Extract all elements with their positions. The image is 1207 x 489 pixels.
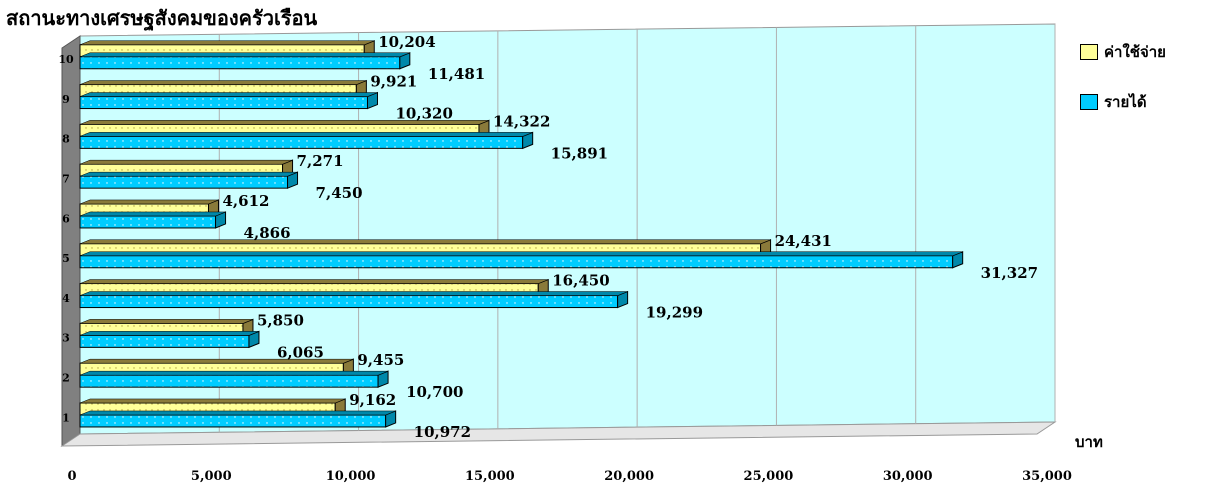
bar-income [79,96,368,110]
x-tick-label: 15,000 [465,469,515,484]
data-label-expense: 4,612 [222,192,269,210]
legend-swatch-income [1080,94,1098,110]
bar-income [79,334,250,348]
legend-item-expense: ค่าใช้จ่าย [1080,40,1166,64]
chart-title: สถานะทางเศรษฐสังคมของครัวเรือน [6,6,318,30]
bar-income [79,56,401,70]
data-label-income: 10,700 [406,383,463,401]
bar-income [79,175,289,189]
category-label: 10 [58,53,74,66]
bar-income-top [79,251,963,257]
bar-expense-top [79,319,254,324]
bar-income [79,215,217,229]
data-label-expense: 9,921 [370,73,417,91]
legend-swatch-expense [1080,44,1098,60]
data-label-expense: 9,455 [357,351,404,369]
x-tick-label: 25,000 [744,469,794,484]
bar-income-top [79,370,389,376]
data-label-income: 19,299 [646,304,703,322]
x-tick-label: 5,000 [191,469,232,484]
legend-label-income: รายได้ [1104,93,1147,111]
data-label-income: 10,320 [395,105,452,123]
data-label-expense: 24,431 [775,232,832,250]
x-tick-label: 30,000 [883,469,933,484]
bar-expense-top [79,199,219,205]
bar-income-top [79,291,628,296]
data-label-income: 15,891 [551,144,608,162]
legend-label-expense: ค่าใช้จ่าย [1104,43,1166,61]
bar-expense-top [79,358,354,364]
bar-income-top [79,410,396,416]
data-label-income: 4,866 [244,224,291,242]
data-label-expense: 5,850 [257,311,304,329]
bar-expense-top [79,398,346,404]
bar-income-top [79,52,410,58]
bar-expense-top [79,80,367,85]
data-label-income: 31,327 [981,264,1038,282]
data-label-income: 7,450 [316,184,363,202]
category-label: 5 [62,252,70,265]
data-label-expense: 7,271 [297,152,344,170]
category-label: 4 [62,292,70,305]
category-label: 1 [62,411,70,424]
bar-income [79,255,954,269]
data-label-expense: 14,322 [493,112,550,130]
bar-income-top [79,92,378,97]
data-label-expense: 10,204 [378,33,435,51]
category-label: 8 [62,133,70,146]
category-label: 2 [62,371,70,384]
bar-expense-top [79,159,293,165]
bar-income-top [79,331,260,336]
bar-income-top [79,211,226,217]
data-label-income: 11,481 [428,65,485,83]
x-axis-unit-label: บาท [1075,433,1103,451]
bar-expense-top [79,120,490,125]
bar-expense-top [79,239,771,245]
data-label-income: 6,065 [277,343,324,361]
bar-expense-top [79,40,375,46]
x-tick-label: 10,000 [326,469,376,484]
data-label-expense: 9,162 [349,391,396,409]
category-label: 6 [62,212,70,225]
bar-expense-top [79,279,549,284]
category-label: 9 [62,93,70,106]
data-label-expense: 16,450 [552,272,609,290]
bar-income [79,295,619,309]
bar-income-top [79,132,533,137]
bar-income [79,135,524,149]
data-label-income: 10,972 [414,423,471,441]
bar-income-top [79,171,298,177]
bar-income [79,374,379,388]
category-label: 7 [62,172,70,185]
x-tick-label: 20,000 [604,469,654,484]
legend: ค่าใช้จ่าย รายได้ [1080,40,1166,140]
bar-income [79,414,387,428]
x-tick-label: 35,000 [1022,469,1072,484]
x-tick-label: 0 [67,469,76,484]
category-label: 3 [62,332,70,345]
legend-item-income: รายได้ [1080,90,1166,114]
